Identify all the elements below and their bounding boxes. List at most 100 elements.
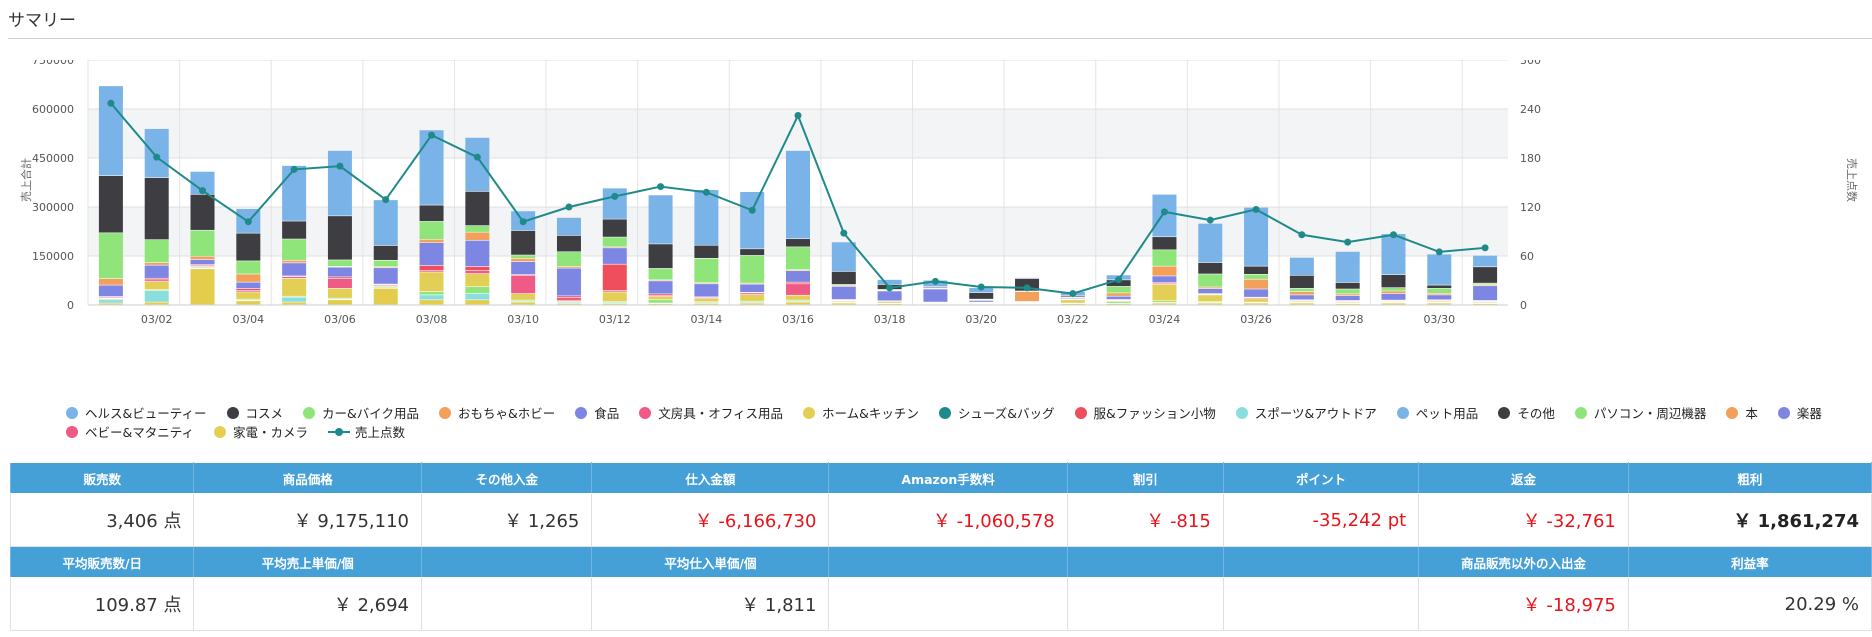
legend-item[interactable]: 食品 [575,403,619,422]
value-amazon-fee: ￥ -1,060,578 [828,493,1068,547]
bar-segment [98,278,123,285]
bar-segment [556,297,581,301]
bar-segment [740,191,765,249]
bar-segment [786,282,810,284]
bar-segment [327,216,352,260]
units-sold-point [840,229,848,237]
bar-segment [465,293,490,300]
y-left-tick-label: 450000 [32,152,74,165]
bar-segment [1244,207,1269,266]
legend-label: 楽器 [1796,406,1822,421]
legend-label: ホーム&キッチン [822,406,919,421]
bar-segment [877,301,902,303]
legend-item[interactable]: 本 [1726,403,1758,422]
legend-dot-marker [303,406,316,419]
legend-item[interactable]: パソコン・周辺機器 [1574,403,1706,422]
legend-item[interactable]: シューズ&バッグ [938,403,1055,422]
bar-segment [1060,300,1085,303]
bar-segment [923,289,948,302]
bar-segment [144,177,169,240]
legend-label: ベビー&マタニティ [85,425,194,440]
header-avg-unit-price: 平均売上単価/個 [193,546,423,578]
legend-item[interactable]: コスメ [226,403,283,422]
bar-segment [1152,303,1177,305]
bar-segment [1198,274,1223,287]
bar-segment [831,303,856,305]
bar-segment [98,86,123,176]
bar-segment [190,256,215,260]
bar-segment [1335,251,1360,283]
units-sold-point [886,284,894,292]
header-empty-4 [1222,546,1420,578]
legend-dot-marker [1726,406,1739,419]
bar-segment [144,290,169,302]
units-sold-point [428,131,436,139]
legend-label: 本 [1745,406,1758,421]
bar-segment [98,303,123,305]
value-empty-4 [1222,577,1420,631]
bar-segment [1244,299,1269,302]
bar-segment [144,278,169,280]
bar-segment [465,287,490,293]
legend-item[interactable]: 文房具・オフィス用品 [639,403,783,422]
y-left-tick-label: 150000 [32,250,74,263]
legend-label: ペット用品 [1415,406,1479,421]
bar-segment [282,260,307,263]
bar-segment [236,301,261,305]
bar-segment [1198,295,1223,302]
bar-segment [327,300,352,305]
bar-segment [236,292,261,299]
units-sold-point [244,218,252,226]
bar-segment [786,271,810,282]
y-right-tick-label: 300 [1520,60,1541,67]
legend-item[interactable]: おもちゃ&ホビー [439,403,555,422]
bar-segment [648,296,673,300]
bar-segment [98,300,123,303]
legend-item[interactable]: ホーム&キッチン [803,403,919,422]
bar-segment [740,294,765,301]
legend-dot-marker [66,406,78,419]
units-sold-point [1435,248,1443,256]
value-product-price: ￥ 9,175,110 [193,493,423,547]
legend-item[interactable]: スポーツ&アウトドア [1235,403,1377,422]
units-sold-point [519,218,527,226]
x-tick-label: 03/14 [691,313,723,326]
bar-segment [282,278,307,296]
y-right-tick-label: 180 [1520,152,1541,165]
bar-segment [602,237,627,247]
legend-item[interactable]: 売上点数 [328,422,405,441]
legend-dot-marker [1396,406,1409,419]
bar-segment [1198,262,1223,274]
bar-segment [648,195,673,244]
value-refund: ￥ -32,761 [1418,493,1629,547]
legend-item[interactable]: ペット用品 [1396,403,1479,422]
page-title: サマリー [8,11,76,31]
bar-segment [1381,274,1406,288]
bar-segment [465,300,490,305]
value-non-sales-cashflow: ￥ -18,975 [1418,577,1629,631]
legend-label: シューズ&バッグ [957,406,1055,421]
x-tick-label: 03/28 [1332,313,1364,326]
y-left-tick-label: 300000 [32,201,74,214]
legend-item[interactable]: 楽器 [1777,403,1822,422]
bar-segment [373,288,398,305]
legend-item[interactable]: 家電・カメラ [214,422,308,441]
bar-segment [236,288,261,291]
bar-segment [1244,289,1269,297]
legend-dot-marker [1498,406,1511,419]
x-tick-label: 03/02 [141,313,173,326]
legend-dot-marker [1235,406,1248,419]
bar-segment [556,266,581,268]
legend-item[interactable]: その他 [1498,403,1555,422]
legend-item[interactable]: カー&バイク用品 [303,403,419,422]
bar-segment [419,291,444,295]
bar-segment [419,300,444,305]
x-tick-label: 03/24 [1149,313,1181,326]
header-gross-profit: 粗利 [1627,462,1872,494]
legend-item[interactable]: ヘルス&ビューティー [66,403,207,422]
bar-segment [1106,293,1131,296]
legend-item[interactable]: 服&ファッション小物 [1074,403,1216,422]
bar-segment [190,171,215,194]
bar-segment [236,233,261,261]
legend-item[interactable]: ベビー&マタニティ [66,422,194,441]
